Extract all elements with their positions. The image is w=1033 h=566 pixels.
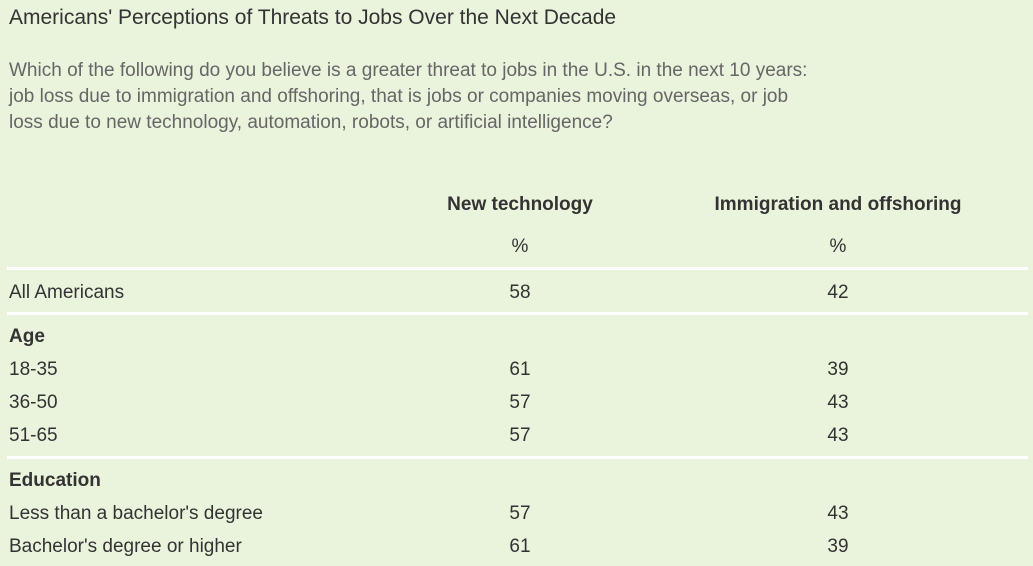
cell-value: 61	[509, 359, 531, 380]
row-label: 51-65	[9, 425, 58, 446]
table-divider	[7, 267, 1028, 270]
cell-value: 43	[827, 392, 849, 413]
cell-value: 43	[827, 425, 849, 446]
group-label-education: Education	[9, 470, 101, 491]
cell-value: 42	[827, 282, 849, 303]
column-header-new-technology: New technology	[447, 194, 593, 215]
row-label: Bachelor's degree or higher	[9, 536, 242, 557]
chart-subtitle: Which of the following do you believe is…	[9, 60, 808, 133]
cell-value: 57	[509, 503, 531, 524]
column-header-immigration-offshoring: Immigration and offshoring	[714, 194, 962, 215]
cell-value: 39	[827, 359, 849, 380]
row-label: Less than a bachelor's degree	[9, 503, 263, 524]
column-unit-new-technology: %	[511, 236, 529, 257]
column-unit-immigration-offshoring: %	[829, 236, 847, 257]
row-label: All Americans	[9, 282, 125, 303]
chart-title: Americans' Perceptions of Threats to Job…	[9, 6, 617, 29]
cell-value: 43	[827, 503, 849, 524]
cell-value: 57	[509, 392, 531, 413]
row-label: 36-50	[9, 392, 58, 413]
cell-value: 39	[827, 536, 849, 557]
table-divider	[7, 312, 1028, 315]
group-label-age: Age	[9, 326, 45, 347]
cell-value: 58	[509, 282, 531, 303]
table-divider	[7, 456, 1028, 459]
row-label: 18-35	[9, 359, 58, 380]
cell-value: 57	[509, 425, 531, 446]
cell-value: 61	[509, 536, 531, 557]
